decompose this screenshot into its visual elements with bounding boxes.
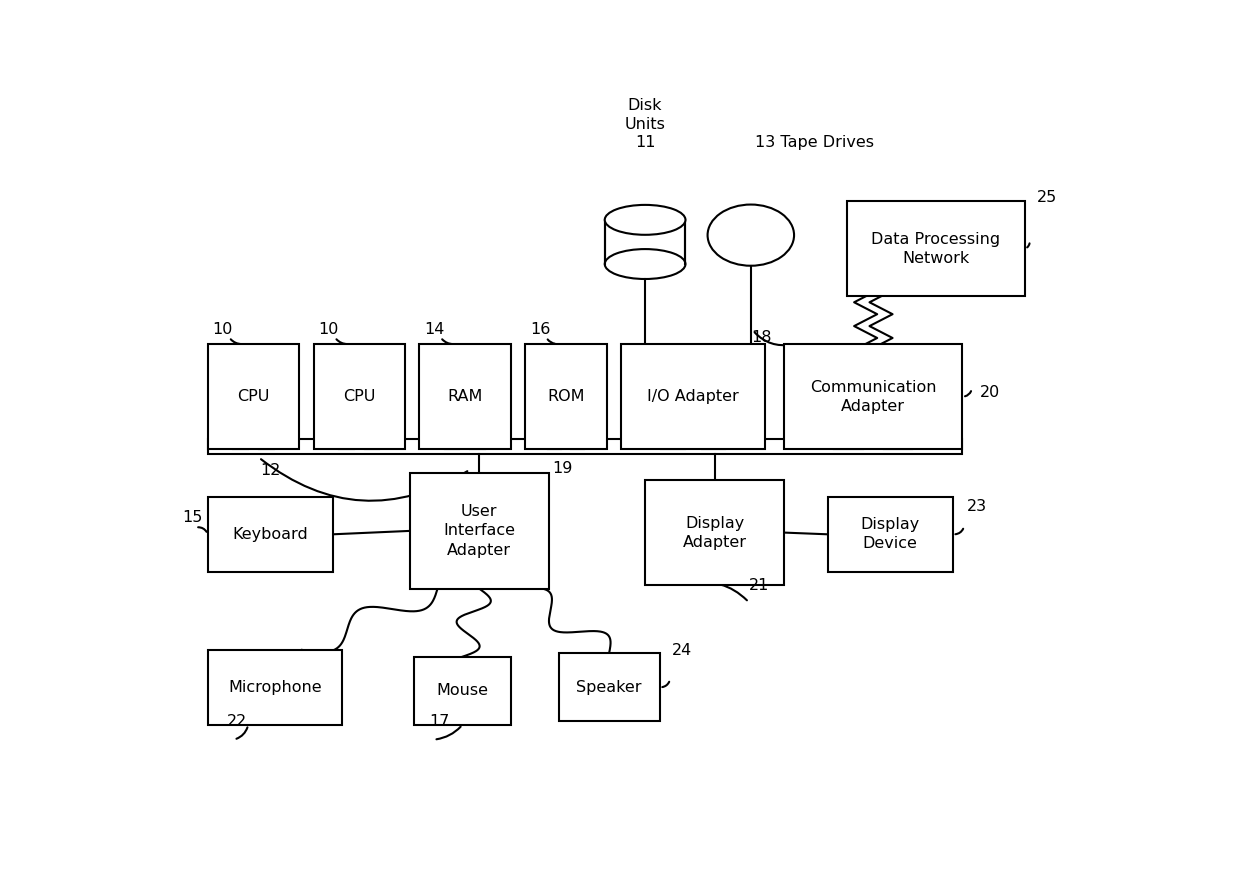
Text: Keyboard: Keyboard	[232, 527, 309, 542]
Text: 17: 17	[429, 714, 449, 729]
Text: RAM: RAM	[448, 389, 482, 404]
Bar	[548, 439, 560, 449]
Text: 12: 12	[260, 463, 281, 478]
Bar	[259, 439, 274, 449]
Text: 20: 20	[980, 385, 999, 400]
Text: 22: 22	[227, 714, 247, 729]
Bar	[828, 497, 952, 571]
Text: User
Interface
Adapter: User Interface Adapter	[444, 504, 516, 557]
Text: 24: 24	[672, 643, 692, 658]
Ellipse shape	[605, 205, 686, 235]
Text: 18: 18	[751, 330, 771, 345]
Text: Data Processing
Network: Data Processing Network	[872, 231, 1001, 266]
Text: 10: 10	[319, 322, 339, 337]
Bar	[208, 497, 332, 571]
Text: 23: 23	[967, 499, 987, 514]
Text: 21: 21	[749, 578, 769, 593]
Bar	[621, 343, 765, 449]
Text: 13 Tape Drives: 13 Tape Drives	[755, 135, 874, 150]
Text: Microphone: Microphone	[228, 680, 322, 695]
Bar	[470, 439, 485, 449]
Text: 16: 16	[529, 322, 551, 337]
Text: Disk
Units
11: Disk Units 11	[625, 98, 666, 150]
Bar	[233, 439, 248, 449]
Bar	[847, 201, 1024, 297]
Bar	[414, 657, 511, 725]
Bar	[445, 439, 460, 449]
Bar	[208, 439, 962, 454]
Text: Communication
Adapter: Communication Adapter	[810, 380, 936, 414]
Text: 10: 10	[213, 322, 233, 337]
Text: 15: 15	[182, 510, 202, 525]
Text: I/O Adapter: I/O Adapter	[647, 389, 739, 404]
Text: Display
Device: Display Device	[861, 517, 920, 551]
Bar	[645, 480, 785, 585]
Bar	[409, 473, 549, 589]
Text: 14: 14	[424, 322, 444, 337]
Bar	[661, 439, 684, 449]
Bar	[208, 650, 342, 725]
Bar	[785, 343, 962, 449]
Bar	[525, 343, 606, 449]
Text: Speaker: Speaker	[577, 680, 642, 695]
Text: ROM: ROM	[547, 389, 584, 404]
Text: CPU: CPU	[343, 389, 376, 404]
Text: CPU: CPU	[237, 389, 269, 404]
Bar	[208, 343, 299, 449]
Ellipse shape	[605, 249, 686, 279]
Text: Display
Adapter: Display Adapter	[683, 516, 746, 550]
Text: 19: 19	[552, 461, 573, 476]
Bar	[314, 343, 404, 449]
Bar	[702, 439, 725, 449]
Bar	[835, 439, 863, 449]
Text: Mouse: Mouse	[436, 683, 489, 698]
Bar	[605, 220, 686, 264]
Bar	[339, 439, 353, 449]
Text: 25: 25	[1037, 190, 1058, 205]
Bar	[884, 439, 913, 449]
Bar	[419, 343, 511, 449]
Bar	[570, 439, 584, 449]
Bar	[365, 439, 379, 449]
Bar	[558, 653, 660, 721]
